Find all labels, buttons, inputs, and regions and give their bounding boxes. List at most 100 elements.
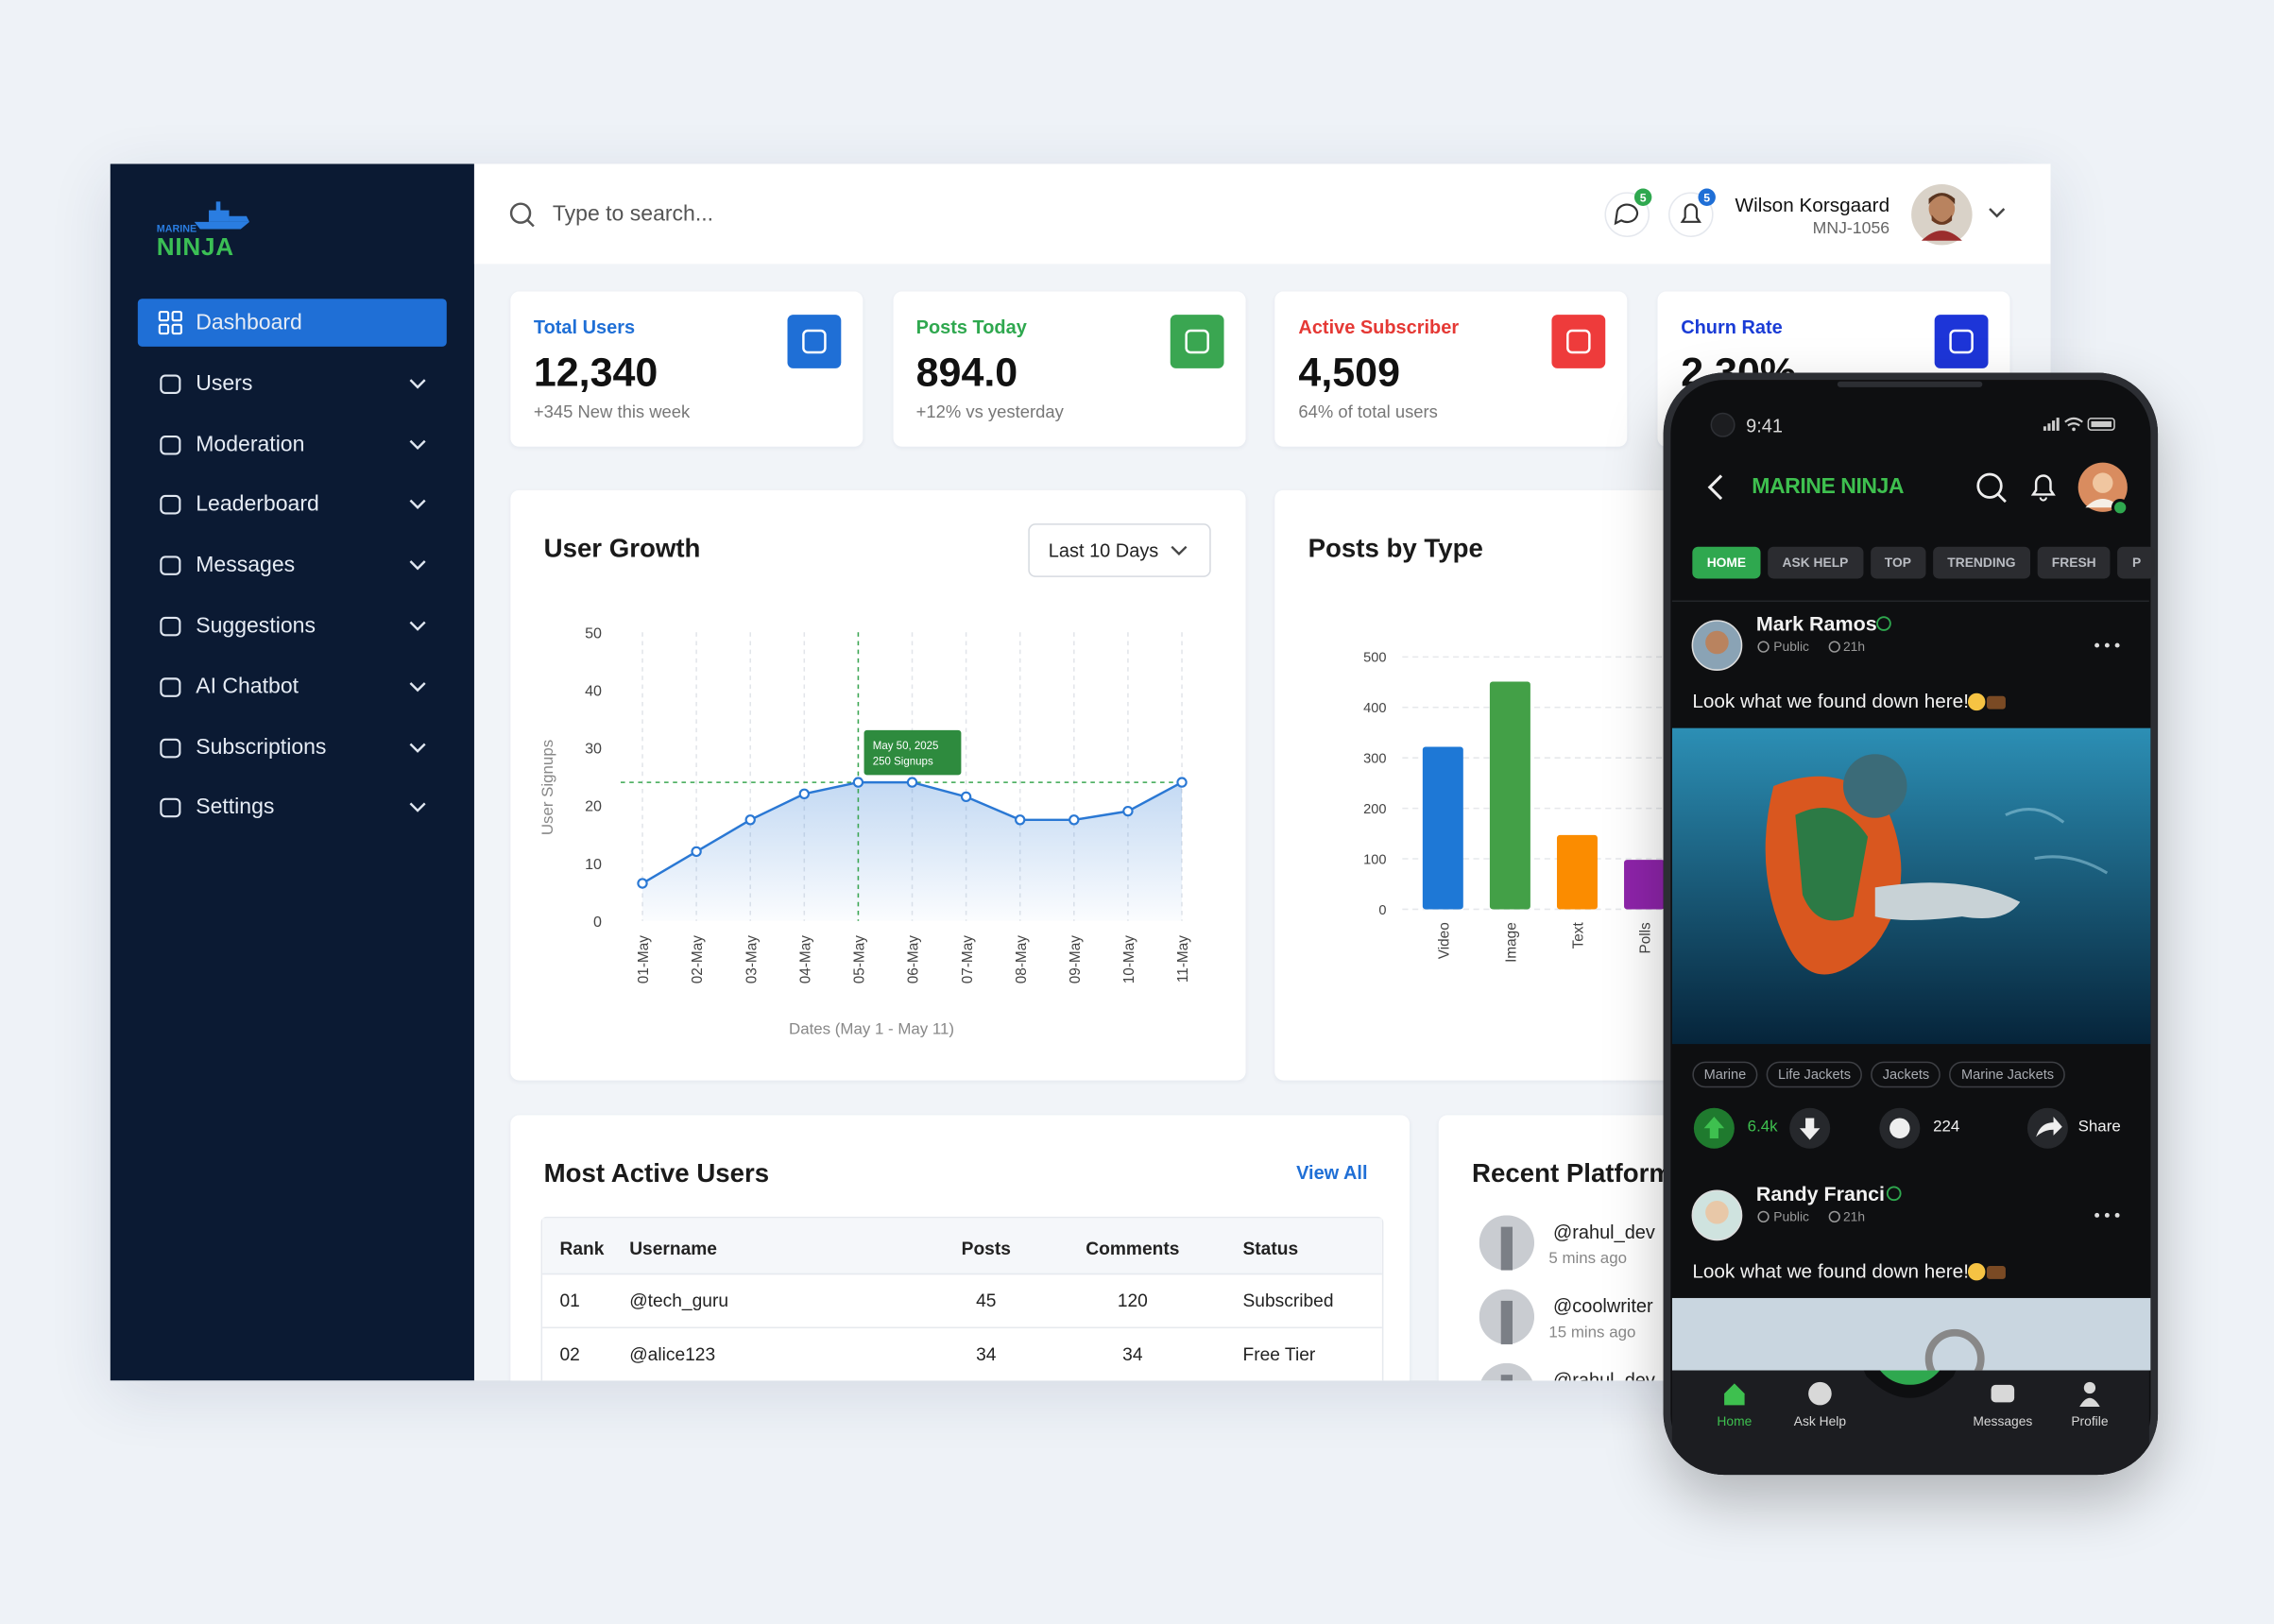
nav-icon[interactable] <box>2077 1380 2103 1407</box>
icon-part <box>160 435 181 454</box>
range-dropdown[interactable]: Last 10 Days <box>1028 523 1211 577</box>
profile-avatar[interactable] <box>2077 461 2131 517</box>
nav-icon[interactable] <box>1721 1380 1748 1407</box>
nav-chevron <box>409 560 426 571</box>
nav-icon[interactable] <box>1807 1380 1834 1407</box>
feed-tab[interactable]: ASK HELP <box>1768 546 1863 579</box>
search-button[interactable] <box>1975 471 2010 506</box>
y-tick-label: 10 <box>585 856 602 873</box>
icon-part <box>160 676 181 697</box>
icon-part <box>1566 329 1592 354</box>
user-menu-toggle[interactable] <box>1987 206 2007 220</box>
nav-item[interactable]: Messages <box>138 541 447 590</box>
activity-time: 5 mins ago <box>1548 1250 1627 1268</box>
bottom-bar <box>1671 1356 2149 1476</box>
activity-user: @coolwriter <box>1552 1294 1653 1317</box>
nav-item[interactable]: Users <box>138 359 447 407</box>
arrow <box>1799 1118 1821 1140</box>
messages-badge: 5 <box>1640 191 1647 204</box>
post-menu[interactable] <box>2093 1211 2122 1220</box>
notifications-button[interactable]: 5 <box>1665 188 1722 247</box>
icon-part <box>171 310 182 322</box>
user-avatar[interactable] <box>1910 182 1975 247</box>
dot <box>2114 1212 2120 1218</box>
search-input[interactable]: Type to search... <box>552 201 714 227</box>
table-cell: Posts <box>961 1238 1011 1259</box>
logo-top: MARINE <box>156 224 197 235</box>
tag[interactable]: Life Jackets <box>1766 1061 1863 1088</box>
stat-icon <box>1170 315 1224 368</box>
icon-part <box>158 310 170 322</box>
dot <box>2104 1212 2110 1218</box>
verified <box>1876 616 1891 631</box>
x-tick-label: 07-May <box>960 935 976 983</box>
point <box>637 878 648 889</box>
user-growth-card: User Growth Last 10 Days User Signups Da… <box>510 489 1246 1081</box>
nav-label: Messages <box>196 553 296 578</box>
nav-item[interactable]: Leaderboard <box>138 481 447 529</box>
back-button[interactable] <box>1704 472 1728 502</box>
divider <box>1671 600 2149 603</box>
feed-tab[interactable]: TRENDING <box>1932 546 2030 579</box>
icon-part <box>160 495 181 516</box>
globe <box>1757 1210 1770 1223</box>
x-tick-label: 09-May <box>1068 935 1084 983</box>
activity-user: @rahul_dev <box>1552 1221 1655 1243</box>
nav-item[interactable]: Moderation <box>138 420 447 469</box>
y-tick-label: 50 <box>585 624 602 641</box>
stat-note: 64% of total users <box>1298 402 1438 422</box>
nav-label: AI Chatbot <box>196 674 299 699</box>
tag[interactable]: Marine <box>1692 1061 1758 1088</box>
nav-icon[interactable] <box>1990 1380 2016 1407</box>
bar-chart: 0 100 200 300 400 500 Video Image Text Polls <box>1363 651 1986 963</box>
feed-tab[interactable]: FRESH <box>2037 546 2112 579</box>
nav-item[interactable]: Settings <box>138 783 447 831</box>
post-actions <box>1693 1107 2068 1149</box>
nav-item[interactable]: Dashboard <box>137 299 447 347</box>
chevron <box>409 439 426 450</box>
user-id: MNJ-1056 <box>1812 220 1890 238</box>
messages-button[interactable]: 5 <box>1601 188 1659 247</box>
tag[interactable]: Marine Jackets <box>1949 1061 2066 1088</box>
x-axis-title: Dates (May 1 - May 11) <box>789 1019 954 1037</box>
phone: 9:41 MARINE NINJA HOME ASK HELP TOP TRENDIN… <box>1663 372 2159 1476</box>
view-all-link[interactable]: View All <box>1296 1161 1368 1184</box>
icon <box>1184 329 1209 354</box>
nav-chevron <box>409 378 426 389</box>
x-tick-label: 06-May <box>906 935 922 983</box>
status-icons <box>2043 417 2115 432</box>
bar <box>1422 746 1463 910</box>
table-cell: 02 <box>559 1343 580 1365</box>
point <box>1015 814 1026 826</box>
stat-title: Active Subscriber <box>1298 316 1460 338</box>
x-tick-label: Text <box>1571 922 1587 949</box>
bubbles <box>2005 808 2109 875</box>
nav-item[interactable]: AI Chatbot <box>138 662 447 710</box>
tooltip-date: May 50, 2025 <box>873 741 939 752</box>
chevron <box>409 560 426 571</box>
feed-tab[interactable]: TOP <box>1870 546 1926 579</box>
table-cell: @tech_guru <box>629 1291 729 1311</box>
feed-tab[interactable]: HOME <box>1692 546 1761 579</box>
nav-item[interactable]: Suggestions <box>138 602 447 650</box>
nav-icon <box>160 556 181 576</box>
y-tick-label: 0 <box>593 914 602 931</box>
feed-tab[interactable]: P <box>2117 546 2156 579</box>
nav-label: Ask Help <box>1793 1413 1847 1428</box>
y-tick-label: 30 <box>585 741 602 758</box>
tag[interactable]: Jackets <box>1871 1061 1941 1088</box>
nav-icon <box>160 676 181 697</box>
icon <box>802 329 827 354</box>
nav-item[interactable]: Subscriptions <box>138 723 447 771</box>
bell-button[interactable] <box>2027 471 2060 504</box>
post-menu[interactable] <box>2093 641 2122 649</box>
card-title: Posts by Type <box>1308 533 1483 563</box>
help <box>1808 1381 1832 1406</box>
emoji-bag <box>1986 695 2006 709</box>
logo-bottom: NINJA <box>156 233 234 262</box>
post-image <box>1671 727 2151 1045</box>
verified-icon <box>1886 1186 1902 1202</box>
notifications-badge: 5 <box>1703 191 1710 204</box>
